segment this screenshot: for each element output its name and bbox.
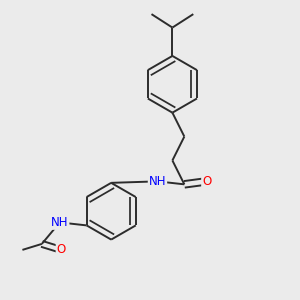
Text: NH: NH — [149, 175, 166, 188]
Text: NH: NH — [51, 216, 68, 229]
Text: O: O — [57, 243, 66, 256]
Text: O: O — [202, 175, 212, 188]
